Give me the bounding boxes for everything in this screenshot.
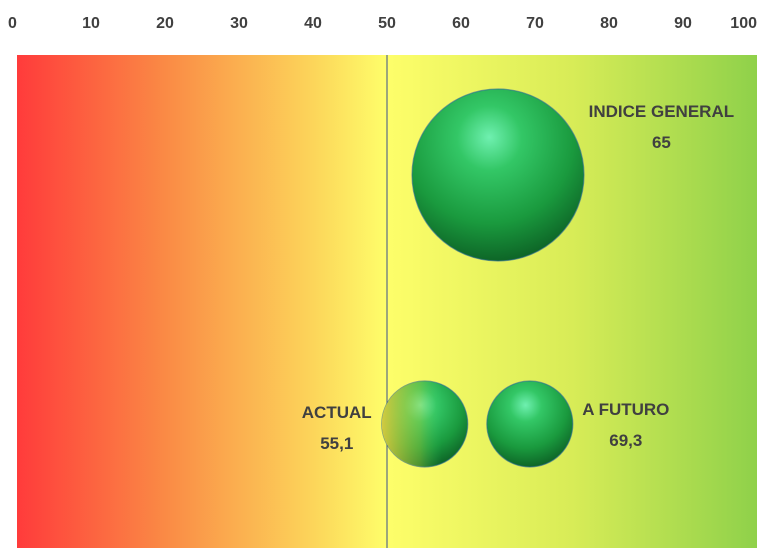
- bubble-overlay: [381, 381, 468, 467]
- bubble-name-label: A FUTURO: [582, 400, 669, 419]
- bubble-labels: INDICE GENERAL 65 ACTUAL 55,1 A FUTURO 69,3: [302, 102, 734, 453]
- x-tick-label: 50: [378, 15, 396, 32]
- bubble-name-label: INDICE GENERAL: [589, 102, 734, 121]
- bubble-name-label: ACTUAL: [302, 403, 372, 422]
- x-tick-label: 30: [230, 15, 248, 32]
- x-tick-label: 20: [156, 15, 174, 32]
- x-tick-label: 10: [82, 15, 100, 32]
- x-tick-label: 0: [8, 15, 17, 32]
- bubble-value-label: 69,3: [609, 431, 642, 450]
- x-tick-label: 40: [304, 15, 322, 32]
- x-tick-label: 60: [452, 15, 470, 32]
- x-tick-label: 70: [526, 15, 544, 32]
- bubble-value-label: 55,1: [320, 434, 353, 453]
- x-axis-ticks: 0 10 20 30 40 50 60 70 80 90 100: [8, 15, 757, 32]
- bubble-value-label: 65: [652, 133, 671, 152]
- x-tick-label: 80: [600, 15, 618, 32]
- bubble: [486, 380, 574, 468]
- bubble-series: [381, 88, 585, 468]
- bubble: [411, 88, 585, 262]
- x-tick-label: 90: [674, 15, 692, 32]
- x-tick-label: 100: [730, 15, 757, 32]
